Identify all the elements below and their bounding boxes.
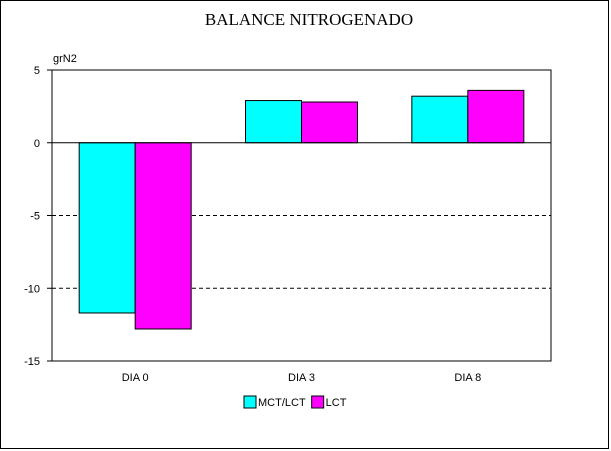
legend: MCT/LCT LCT (243, 395, 347, 409)
y-tick-label: 0 (34, 138, 40, 150)
chart-title: BALANCE NITROGENADO (205, 10, 413, 29)
bar-lct-dia-0 (134, 142, 192, 330)
axes: DIA 0 DIA 3 DIA 8 5 0 -5 -10 -15 (24, 65, 552, 384)
x-tick-label: DIA 3 (288, 372, 315, 384)
bar-lct-dia-3 (301, 101, 358, 144)
bar-mct-lct-dia-8 (411, 95, 469, 144)
bar-mct-lct-dia-3 (245, 100, 302, 144)
legend-label: MCT/LCT (258, 397, 306, 409)
bar-lct-dia-8 (467, 89, 525, 144)
y-tick-label: -5 (30, 211, 40, 223)
x-tick-label: DIA 8 (454, 372, 481, 384)
grid-lines (52, 215, 551, 289)
y-tick-label: -10 (24, 283, 40, 295)
bars (78, 89, 525, 330)
bar-mct-lct-dia-0 (78, 142, 136, 314)
y-axis-unit-label: grN2 (53, 53, 77, 65)
y-tick-label: 5 (34, 65, 40, 77)
legend-swatch-lct (311, 395, 325, 409)
legend-label: LCT (326, 397, 347, 409)
y-tick-label: -15 (24, 356, 40, 368)
legend-swatch-mct-lct (243, 395, 257, 409)
x-tick-label: DIA 0 (122, 372, 149, 384)
